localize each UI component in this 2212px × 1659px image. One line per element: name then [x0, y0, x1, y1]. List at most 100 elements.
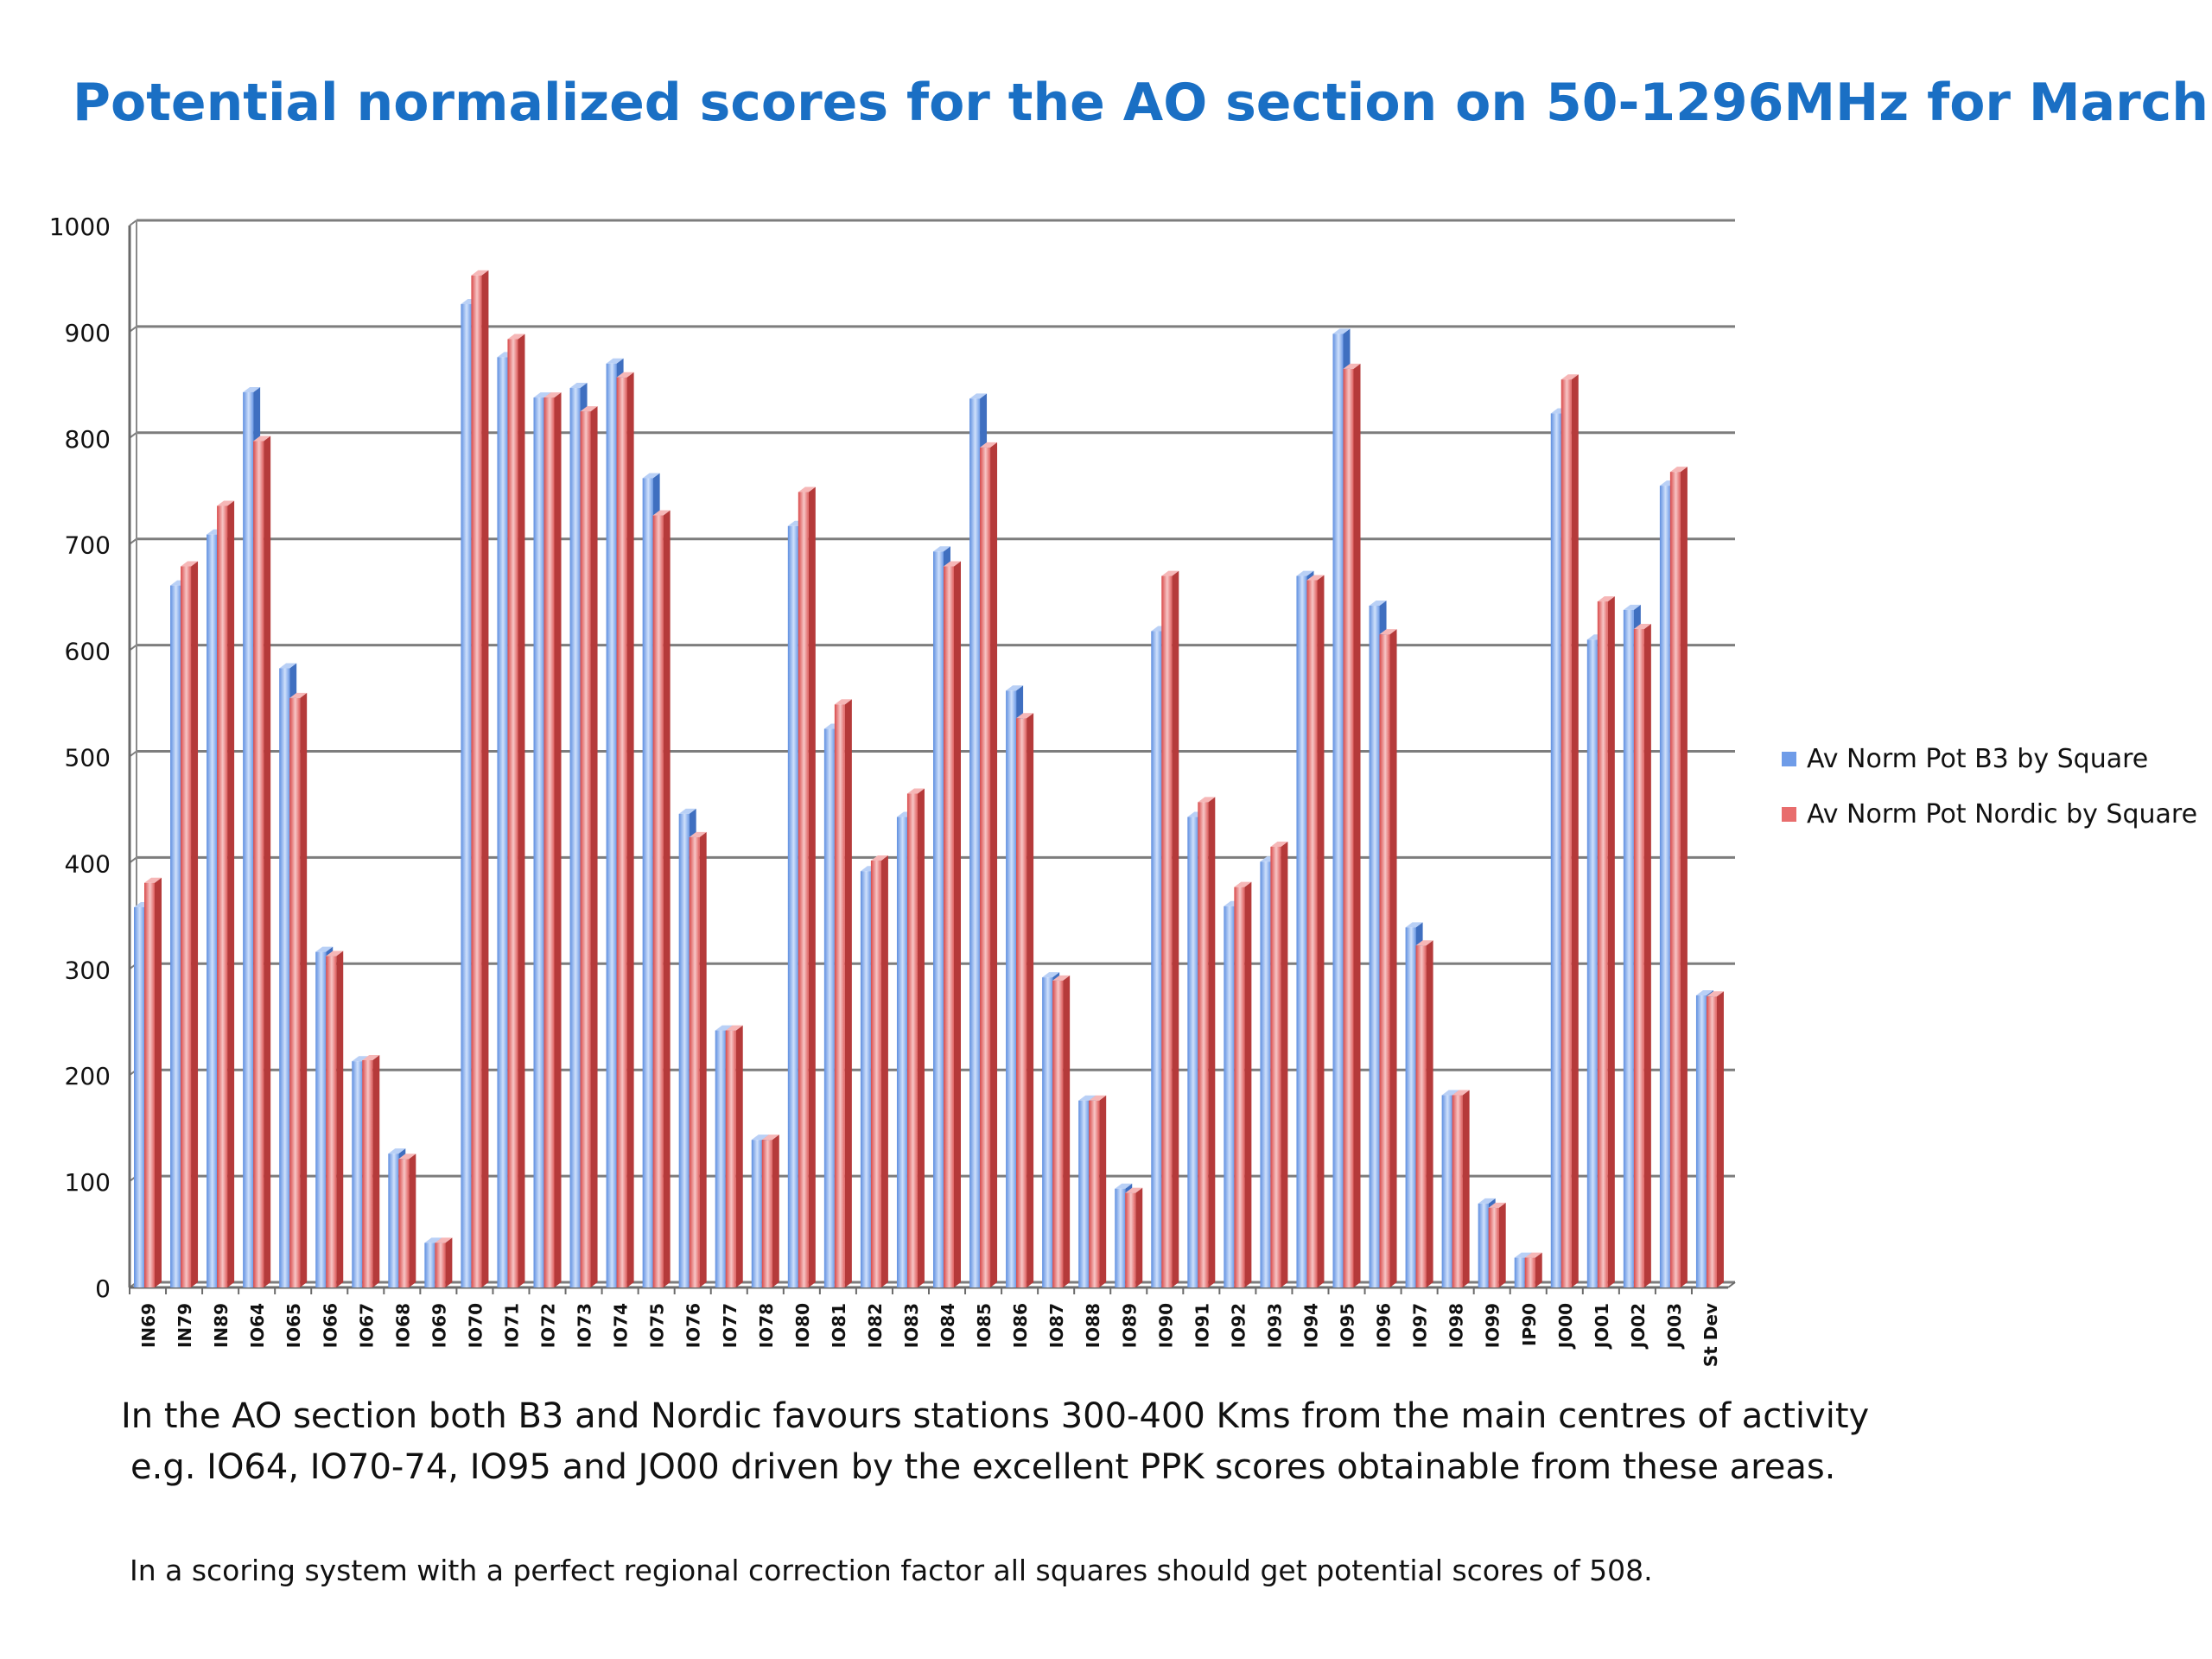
bar-top-nordic — [980, 442, 998, 448]
bar-side-nordic — [954, 561, 961, 1287]
bar-top-b3 — [715, 1025, 733, 1031]
bar-top-b3 — [1006, 685, 1024, 691]
bar-side-nordic — [1172, 570, 1179, 1287]
bar-b3 — [243, 391, 254, 1287]
bar-nordic — [1052, 980, 1064, 1287]
bar-side-nordic — [1462, 1090, 1470, 1287]
bar-top-b3 — [1369, 600, 1387, 606]
x-tick-label: IO76 — [683, 1303, 704, 1348]
bar-nordic — [1125, 1192, 1136, 1287]
legend-swatch-b3 — [1782, 751, 1796, 766]
bar-b3 — [1441, 1095, 1452, 1287]
bar-top-nordic — [1089, 1095, 1107, 1101]
bar-top-nordic — [870, 855, 888, 861]
bar-top-nordic — [471, 270, 489, 276]
bar-side-nordic — [1135, 1187, 1143, 1287]
x-tick-label: IO83 — [901, 1303, 922, 1348]
bar-b3 — [279, 668, 290, 1287]
explanation-line-2: e.g. IO64, IO70-74, IO95 and JO00 driven… — [130, 1447, 1836, 1487]
y-tick-label: 100 — [65, 1168, 111, 1197]
bar-b3 — [1478, 1203, 1489, 1287]
bar-top-nordic — [798, 486, 816, 493]
bar-b3 — [207, 534, 218, 1287]
bar-b3 — [1260, 861, 1271, 1287]
bar-top-b3 — [642, 473, 660, 479]
bar-top-b3 — [533, 392, 551, 398]
bar-side-nordic — [1317, 575, 1325, 1287]
bar-side-nordic — [1063, 975, 1071, 1287]
y-tick-label: 900 — [65, 319, 111, 347]
bar-top-b3 — [315, 946, 334, 952]
bar-top-nordic — [144, 877, 162, 883]
y-tick-label: 200 — [65, 1062, 111, 1090]
bar-b3 — [678, 813, 690, 1287]
bar-side-nordic — [1535, 1252, 1542, 1287]
x-tick-label: IO81 — [829, 1303, 849, 1348]
bar-nordic — [652, 515, 664, 1287]
bar-nordic — [1306, 580, 1318, 1287]
x-tick-label: IO71 — [501, 1303, 522, 1348]
bar-side-nordic — [1027, 713, 1034, 1287]
y-tick-label: 600 — [65, 638, 111, 666]
bar-nordic — [398, 1159, 410, 1287]
x-tick-label: IO85 — [974, 1303, 995, 1348]
bar-b3 — [1115, 1188, 1126, 1287]
y-tick-label: 1000 — [49, 213, 111, 241]
bar-top-nordic — [543, 392, 562, 398]
bar-nordic — [181, 566, 192, 1287]
bar-b3 — [170, 585, 181, 1287]
x-tick-label: IO91 — [1192, 1303, 1212, 1348]
bar-nordic — [1415, 945, 1427, 1287]
bar-b3 — [315, 951, 327, 1287]
bar-b3 — [1296, 575, 1307, 1287]
legend-label-b3: Av Norm Pot B3 by Square — [1807, 743, 2149, 774]
bar-side-nordic — [880, 855, 888, 1287]
bar-top-nordic — [1488, 1202, 1506, 1208]
legend: Av Norm Pot B3 by Square Av Norm Pot Nor… — [1782, 741, 2197, 852]
bar-top-b3 — [243, 386, 261, 392]
bar-nordic — [1524, 1257, 1535, 1287]
bar-side-nordic — [1498, 1202, 1506, 1287]
bar-top-b3 — [1478, 1198, 1496, 1204]
bar-side-nordic — [1680, 467, 1688, 1287]
bar-side-nordic — [445, 1237, 453, 1287]
bar-b3 — [1586, 639, 1598, 1287]
bar-nordic — [580, 411, 591, 1287]
bar-top-b3 — [1514, 1252, 1532, 1258]
bar-side-nordic — [1244, 881, 1252, 1287]
bar-nordic — [1161, 575, 1173, 1287]
legend-item-nordic: Av Norm Pot Nordic by Square — [1782, 797, 2197, 831]
x-tick-label: IO94 — [1300, 1303, 1321, 1348]
bar-nordic — [1234, 887, 1245, 1287]
bar-top-nordic — [181, 561, 199, 567]
bar-side-nordic — [1099, 1095, 1107, 1287]
bar-top-b3 — [606, 358, 624, 364]
bar-side-nordic — [409, 1154, 416, 1287]
bar-side-nordic — [808, 486, 816, 1287]
bar-side-nordic — [1716, 991, 1724, 1287]
bar-top-b3 — [678, 808, 696, 814]
bar-b3 — [969, 398, 981, 1287]
x-tick-label: IO77 — [720, 1303, 741, 1348]
bar-nordic — [1669, 472, 1681, 1287]
bar-side-nordic — [1281, 841, 1288, 1287]
bar-top-b3 — [1623, 604, 1641, 610]
bar-nordic — [1488, 1207, 1499, 1287]
bar-side-nordic — [372, 1054, 380, 1287]
y-tick-label: 0 — [95, 1274, 111, 1303]
bar-top-nordic — [1016, 713, 1034, 719]
bar-side-nordic — [1607, 596, 1615, 1287]
bar-top-b3 — [1115, 1183, 1133, 1189]
bar-b3 — [751, 1140, 762, 1287]
x-tick-label: IO89 — [1119, 1303, 1140, 1348]
bar-nordic — [326, 956, 337, 1287]
bar-top-nordic — [289, 692, 308, 698]
bar-b3 — [896, 817, 907, 1287]
x-tick-label: JO00 — [1555, 1303, 1576, 1350]
bar-nordic — [1597, 601, 1608, 1287]
bar-top-nordic — [1560, 374, 1579, 380]
bar-b3 — [1042, 977, 1053, 1287]
bar-top-b3 — [424, 1237, 442, 1243]
bar-top-b3 — [352, 1056, 370, 1062]
bar-b3 — [1514, 1257, 1525, 1287]
